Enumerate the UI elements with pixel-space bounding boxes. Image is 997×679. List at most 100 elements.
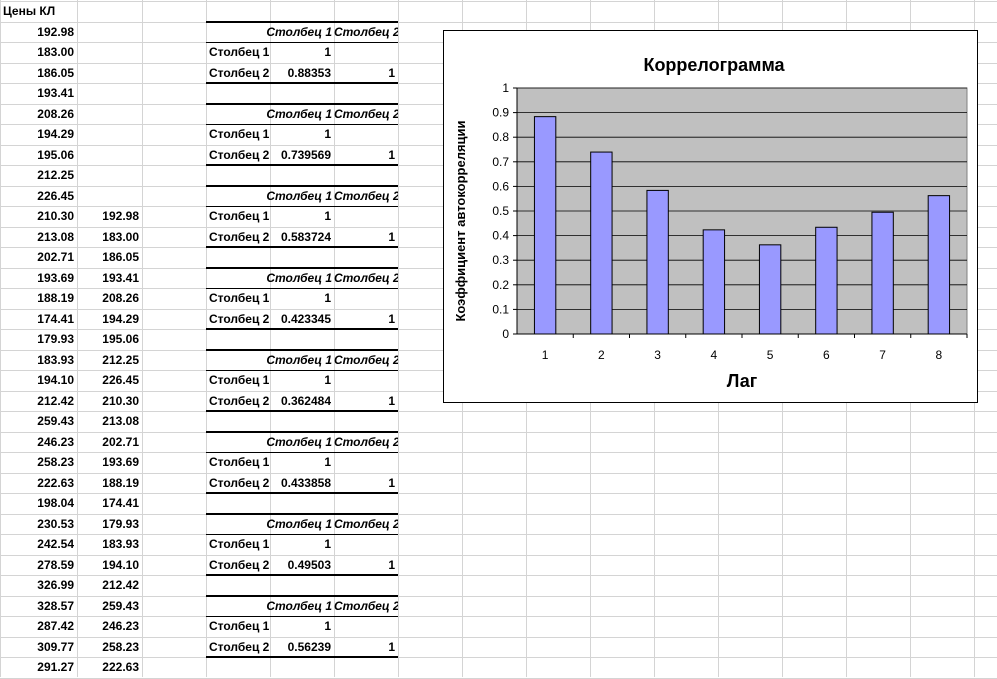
cell-price[interactable]: 198.04: [37, 496, 74, 510]
corr-coefficient[interactable]: 0.362484: [280, 394, 331, 408]
cell-lagged-price[interactable]: 195.06: [102, 332, 139, 346]
corr-coefficient[interactable]: 0.739569: [280, 148, 331, 162]
cell-price[interactable]: 210.30: [37, 209, 74, 223]
cell-price[interactable]: 188.19: [37, 291, 74, 305]
corr-header-col2[interactable]: Столбец 2: [334, 435, 398, 449]
corr-value[interactable]: 1: [324, 455, 331, 469]
cell-price[interactable]: 213.08: [37, 230, 74, 244]
cell-lagged-price[interactable]: 188.19: [102, 476, 139, 490]
corr-row-label[interactable]: Столбец 2: [209, 312, 270, 326]
cell-lagged-price[interactable]: 186.05: [102, 250, 139, 264]
corr-value[interactable]: 1: [324, 537, 331, 551]
corr-value[interactable]: 1: [324, 209, 331, 223]
corr-row-label[interactable]: Столбец 1: [209, 45, 270, 59]
corr-row-label[interactable]: Столбец 2: [209, 148, 270, 162]
corr-row-label[interactable]: Столбец 2: [209, 394, 270, 408]
cell-price[interactable]: 179.93: [37, 332, 74, 346]
corr-value[interactable]: 1: [324, 619, 331, 633]
cell-price[interactable]: 212.25: [37, 168, 74, 182]
cell-lagged-price[interactable]: 194.10: [102, 558, 139, 572]
cell-price[interactable]: 192.98: [37, 25, 74, 39]
cell-price[interactable]: 193.41: [37, 86, 74, 100]
correlogram-chart[interactable]: 0 0.1 0.2 0.3 0.4 0.5 0.6 0.7 0.8 0.9 1 1 2 3 4 5 6 7 8 Кор…: [443, 30, 978, 403]
cell-price[interactable]: 174.41: [37, 312, 74, 326]
corr-value[interactable]: 1: [324, 127, 331, 141]
corr-header-col1[interactable]: Столбец 1: [266, 353, 332, 367]
corr-header-col2[interactable]: Столбец 2: [334, 189, 398, 203]
corr-row-label[interactable]: Столбец 2: [209, 230, 270, 244]
corr-coefficient[interactable]: 0.88353: [287, 66, 331, 80]
cell-price[interactable]: 309.77: [37, 640, 74, 654]
cell-lagged-price[interactable]: 179.93: [102, 517, 139, 531]
corr-value[interactable]: 1: [324, 45, 331, 59]
column-header-prices[interactable]: Цены КЛ: [3, 4, 56, 18]
cell-lagged-price[interactable]: 212.25: [102, 353, 139, 367]
corr-header-col1[interactable]: Столбец 1: [266, 189, 332, 203]
cell-price[interactable]: 194.29: [37, 127, 74, 141]
corr-row-label[interactable]: Столбец 1: [209, 373, 270, 387]
cell-price[interactable]: 258.23: [37, 455, 74, 469]
corr-header-col1[interactable]: Столбец 1: [266, 271, 332, 285]
cell-price[interactable]: 278.59: [37, 558, 74, 572]
corr-header-col1[interactable]: Столбец 1: [266, 517, 332, 531]
corr-header-col1[interactable]: Столбец 1: [266, 107, 332, 121]
cell-price[interactable]: 212.42: [37, 394, 74, 408]
cell-price[interactable]: 202.71: [37, 250, 74, 264]
cell-price[interactable]: 183.00: [37, 45, 74, 59]
corr-row-label[interactable]: Столбец 2: [209, 476, 270, 490]
corr-row-label[interactable]: Столбец 1: [209, 127, 270, 141]
cell-price[interactable]: 291.27: [37, 660, 74, 674]
corr-value[interactable]: 1: [388, 148, 395, 162]
cell-lagged-price[interactable]: 212.42: [102, 578, 139, 592]
corr-value[interactable]: 1: [388, 558, 395, 572]
cell-price[interactable]: 194.10: [37, 373, 74, 387]
cell-lagged-price[interactable]: 174.41: [102, 496, 139, 510]
corr-value[interactable]: 1: [388, 230, 395, 244]
cell-lagged-price[interactable]: 213.08: [102, 414, 139, 428]
cell-lagged-price[interactable]: 192.98: [102, 209, 139, 223]
corr-row-label[interactable]: Столбец 2: [209, 640, 270, 654]
cell-lagged-price[interactable]: 258.23: [102, 640, 139, 654]
corr-header-col1[interactable]: Столбец 1: [266, 25, 332, 39]
cell-price[interactable]: 287.42: [37, 619, 74, 633]
cell-price[interactable]: 222.63: [37, 476, 74, 490]
cell-lagged-price[interactable]: 193.69: [102, 455, 139, 469]
cell-lagged-price[interactable]: 246.23: [102, 619, 139, 633]
corr-header-col2[interactable]: Столбец 2: [334, 25, 398, 39]
cell-price[interactable]: 242.54: [37, 537, 74, 551]
cell-price[interactable]: 193.69: [37, 271, 74, 285]
corr-value[interactable]: 1: [388, 312, 395, 326]
corr-coefficient[interactable]: 0.583724: [280, 230, 331, 244]
corr-row-label[interactable]: Столбец 2: [209, 66, 270, 80]
cell-price[interactable]: 230.53: [37, 517, 74, 531]
corr-row-label[interactable]: Столбец 1: [209, 619, 270, 633]
corr-header-col2[interactable]: Столбец 2: [334, 271, 398, 285]
corr-row-label[interactable]: Столбец 1: [209, 209, 270, 223]
cell-lagged-price[interactable]: 259.43: [102, 599, 139, 613]
corr-header-col2[interactable]: Столбец 2: [334, 599, 398, 613]
cell-lagged-price[interactable]: 183.93: [102, 537, 139, 551]
cell-lagged-price[interactable]: 208.26: [102, 291, 139, 305]
cell-price[interactable]: 326.99: [37, 578, 74, 592]
cell-price[interactable]: 186.05: [37, 66, 74, 80]
corr-value[interactable]: 1: [388, 66, 395, 80]
cell-price[interactable]: 226.45: [37, 189, 74, 203]
cell-lagged-price[interactable]: 194.29: [102, 312, 139, 326]
corr-coefficient[interactable]: 0.423345: [280, 312, 331, 326]
cell-price[interactable]: 195.06: [37, 148, 74, 162]
corr-header-col1[interactable]: Столбец 1: [266, 599, 332, 613]
cell-price[interactable]: 208.26: [37, 107, 74, 121]
corr-value[interactable]: 1: [324, 291, 331, 305]
cell-price[interactable]: 246.23: [37, 435, 74, 449]
cell-lagged-price[interactable]: 210.30: [102, 394, 139, 408]
corr-header-col2[interactable]: Столбец 2: [334, 353, 398, 367]
corr-row-label[interactable]: Столбец 1: [209, 537, 270, 551]
corr-row-label[interactable]: Столбец 1: [209, 455, 270, 469]
corr-coefficient[interactable]: 0.49503: [287, 558, 331, 572]
corr-header-col2[interactable]: Столбец 2: [334, 517, 398, 531]
corr-value[interactable]: 1: [388, 476, 395, 490]
cell-lagged-price[interactable]: 222.63: [102, 660, 139, 674]
corr-header-col1[interactable]: Столбец 1: [266, 435, 332, 449]
corr-value[interactable]: 1: [324, 373, 331, 387]
cell-price[interactable]: 328.57: [37, 599, 74, 613]
